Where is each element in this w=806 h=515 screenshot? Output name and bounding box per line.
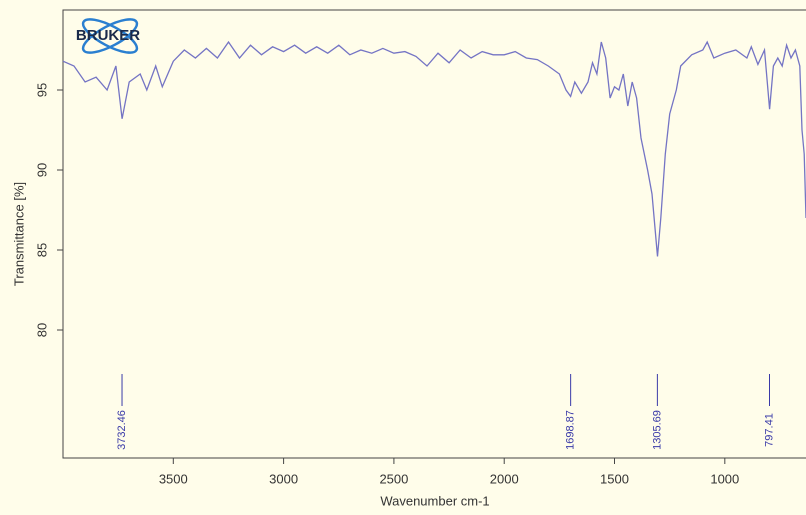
logo-text: BRUKER	[76, 27, 140, 44]
x-axis-label: Wavenumber cm-1	[380, 493, 489, 508]
x-tick-label: 3500	[159, 471, 188, 486]
y-tick-label: 90	[34, 163, 49, 177]
x-tick-label: 2000	[490, 471, 519, 486]
x-tick-label: 1500	[600, 471, 629, 486]
y-axis-label: Transmittance [%]	[11, 182, 26, 286]
y-tick-label: 85	[34, 243, 49, 257]
y-tick-label: 80	[34, 323, 49, 337]
peak-label: 1698.87	[565, 410, 577, 450]
x-tick-label: 3000	[269, 471, 298, 486]
x-tick-label: 1000	[710, 471, 739, 486]
logo: BRUKER	[76, 13, 141, 59]
peak-label: 797.41	[763, 413, 775, 447]
page: {"logo": "BRUKER", "chart_data": {"type"…	[0, 0, 806, 515]
peak-label: 3732.46	[116, 410, 128, 450]
x-tick-label: 2500	[379, 471, 408, 486]
plot-frame	[63, 10, 806, 458]
spectrum-line	[63, 42, 806, 256]
chart: BRUKER Wavenumber cm-1 Transmittance [%]…	[0, 0, 806, 515]
peak-label: 1305.69	[651, 410, 663, 450]
y-tick-label: 95	[34, 83, 49, 97]
